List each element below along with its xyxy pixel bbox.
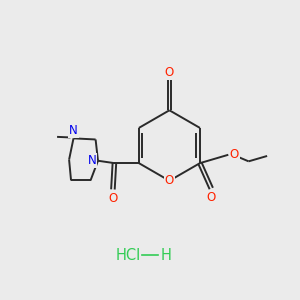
Text: O: O [230, 148, 239, 161]
Text: O: O [207, 191, 216, 204]
Text: N: N [69, 124, 78, 137]
Text: H: H [160, 248, 171, 262]
Text: HCl: HCl [115, 248, 140, 262]
Text: O: O [165, 174, 174, 187]
Text: O: O [165, 66, 174, 79]
Text: O: O [108, 192, 118, 205]
Text: N: N [88, 154, 97, 167]
